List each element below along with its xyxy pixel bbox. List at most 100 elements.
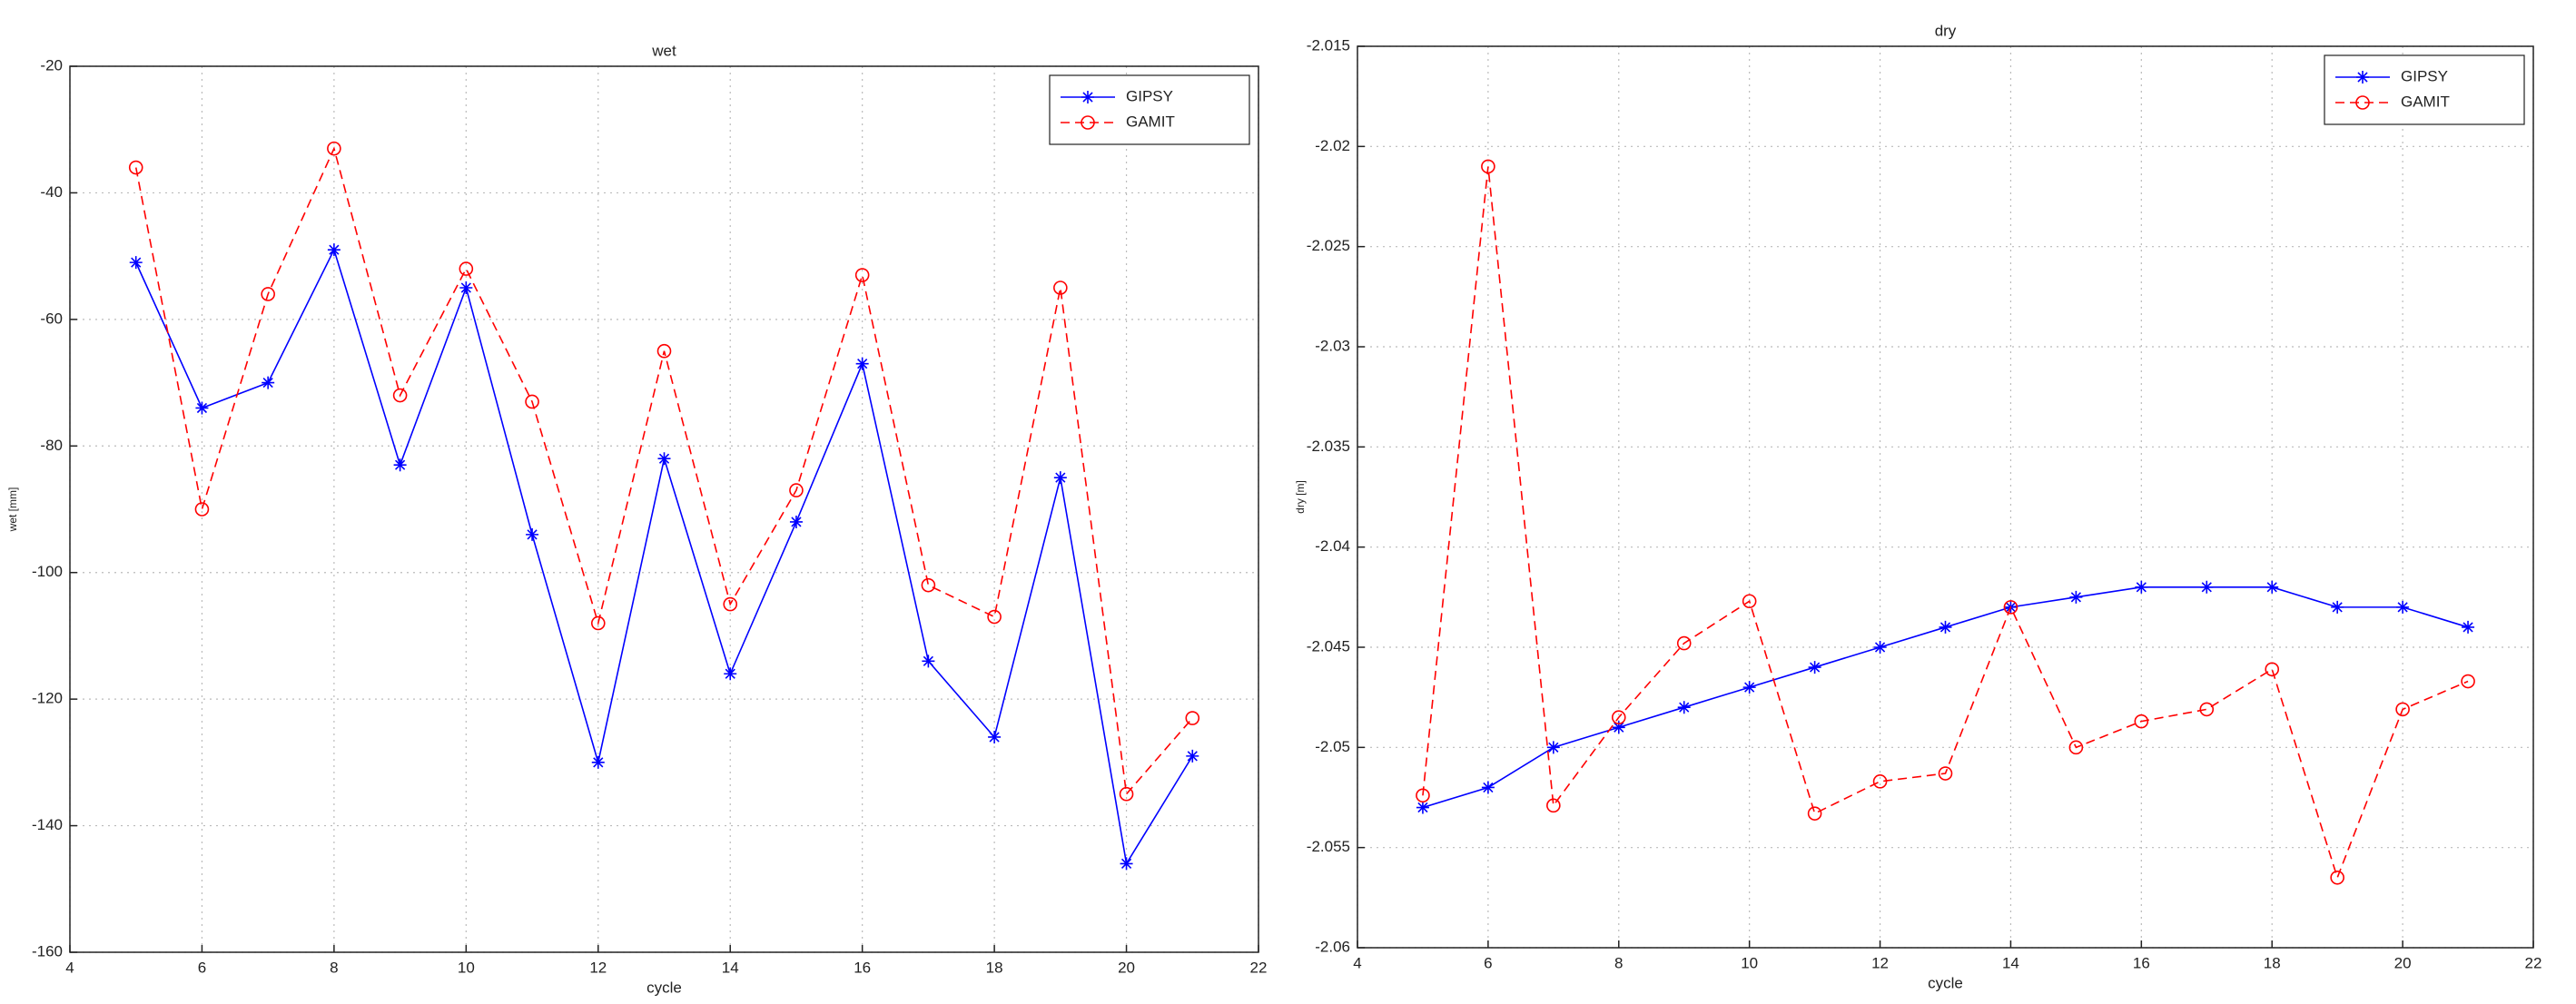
x-tick-label: 18 (986, 959, 1003, 976)
x-axis-label: cycle (1928, 974, 1963, 991)
marker-star (1742, 681, 1756, 694)
y-tick-label: -40 (40, 183, 63, 201)
y-tick-label: -80 (40, 437, 63, 454)
marker-star (1677, 701, 1691, 714)
marker-circle (459, 261, 474, 276)
chart-title: dry (1935, 22, 1957, 39)
marker-circle (2068, 740, 2084, 755)
marker-star (2462, 620, 2475, 634)
y-axis-label: wet [mm] (6, 487, 19, 533)
x-tick-label: 16 (854, 959, 871, 976)
x-tick-label: 12 (589, 959, 607, 976)
marker-star (1481, 781, 1495, 794)
marker-star (1546, 741, 1560, 754)
marker-circle (2355, 95, 2370, 110)
series-line (1422, 166, 2469, 881)
marker-star (459, 281, 473, 294)
marker-circle (723, 596, 738, 612)
marker-star (855, 357, 869, 370)
marker-circle (1546, 798, 1561, 813)
x-tick-label: 14 (722, 959, 739, 976)
x-tick-label: 8 (330, 959, 338, 976)
marker-star (1939, 620, 1952, 634)
marker-star (988, 730, 1002, 743)
x-tick-label: 6 (198, 959, 206, 976)
y-tick-label: -2.035 (1307, 438, 1350, 455)
marker-star (1120, 857, 1133, 871)
marker-star (1186, 749, 1199, 763)
marker-circle (2395, 702, 2410, 717)
y-tick-label: -2.02 (1315, 137, 1350, 154)
marker-circle (1081, 115, 1095, 130)
marker-star (922, 655, 935, 668)
plot-frame (69, 65, 1259, 953)
y-tick-label: -2.03 (1315, 337, 1350, 354)
legend-box (2324, 54, 2525, 125)
marker-star (2135, 580, 2148, 594)
y-tick-label: -2.045 (1307, 637, 1350, 655)
x-tick-label: 12 (1871, 954, 1889, 971)
y-tick-label: -2.05 (1315, 738, 1350, 755)
marker-star (1873, 641, 1887, 654)
marker-star (1053, 471, 1067, 485)
marker-circle (590, 615, 606, 631)
y-tick-label: -20 (40, 56, 63, 74)
marker-circle (392, 388, 408, 403)
marker-circle (1938, 766, 1953, 781)
marker-circle (2199, 702, 2215, 717)
marker-star (2331, 600, 2344, 614)
marker-circle (656, 343, 672, 359)
marker-star (2396, 600, 2410, 614)
y-tick-label: -100 (32, 563, 63, 580)
marker-star (1612, 721, 1625, 734)
marker-circle (2134, 714, 2149, 729)
marker-star (2069, 590, 2083, 604)
legend-label: GAMIT (2401, 93, 2450, 110)
x-tick-label: 4 (65, 959, 74, 976)
chart-title: wet (651, 42, 676, 59)
x-tick-label: 20 (2394, 954, 2412, 971)
marker-circle (2003, 600, 2018, 615)
marker-circle (1807, 806, 1822, 821)
x-tick-label: 4 (1353, 954, 1361, 971)
plot-frame (1357, 45, 2534, 949)
y-tick-label: -160 (32, 942, 63, 960)
y-tick-label: -140 (32, 816, 63, 833)
x-tick-label: 18 (2264, 954, 2281, 971)
y-tick-label: -60 (40, 310, 63, 327)
marker-circle (1611, 710, 1626, 725)
marker-circle (789, 483, 804, 497)
marker-star (789, 515, 803, 528)
marker-circle (2461, 674, 2475, 689)
marker-star (129, 256, 143, 270)
marker-star (1416, 801, 1429, 814)
legend-label: GAMIT (1126, 113, 1175, 130)
legend-label: GIPSY (2401, 67, 2448, 84)
marker-star (2356, 71, 2369, 84)
marker-star (262, 376, 275, 389)
marker-circle (1185, 711, 1200, 725)
marker-star (657, 452, 671, 466)
x-tick-label: 10 (458, 959, 475, 976)
marker-star (1808, 661, 1821, 674)
marker-circle (1053, 281, 1068, 295)
marker-circle (2330, 870, 2344, 885)
marker-circle (2265, 662, 2280, 677)
plot-area (70, 66, 1258, 952)
marker-circle (1416, 788, 1430, 803)
marker-star (195, 401, 209, 415)
marker-circle (261, 287, 275, 301)
marker-circle (1119, 786, 1134, 802)
marker-star (591, 755, 605, 769)
y-tick-label: -2.055 (1307, 838, 1350, 855)
marker-circle (525, 394, 539, 409)
marker-circle (1742, 594, 1757, 609)
y-tick-label: -2.04 (1315, 537, 1350, 555)
y-tick-label: -120 (32, 690, 63, 707)
marker-circle (1872, 774, 1888, 789)
x-tick-label: 16 (2133, 954, 2150, 971)
marker-star (526, 527, 539, 541)
marker-star (1081, 91, 1094, 103)
